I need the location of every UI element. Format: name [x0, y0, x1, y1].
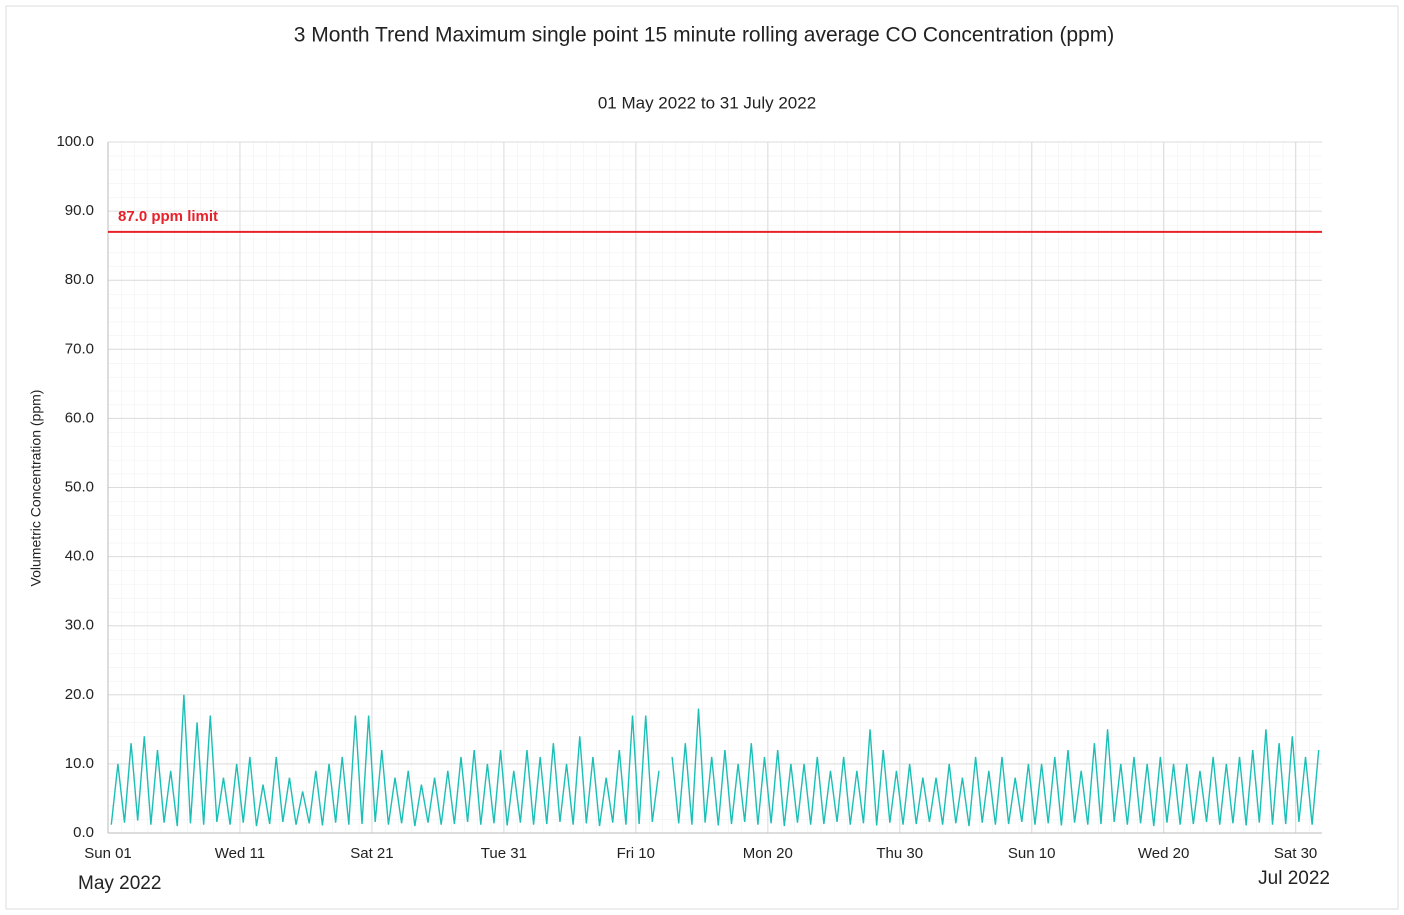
y-tick-label: 50.0 — [65, 478, 94, 495]
y-tick-label: 60.0 — [65, 409, 94, 426]
chart-title: 3 Month Trend Maximum single point 15 mi… — [294, 24, 1115, 47]
x-tick-label: Sat 30 — [1274, 845, 1317, 862]
data-line — [110, 694, 1320, 827]
y-tick-label: 40.0 — [65, 548, 94, 565]
x-tick-label: Wed 11 — [215, 845, 265, 862]
x-period-label: Jul 2022 — [1258, 868, 1330, 889]
y-tick-label: 20.0 — [65, 686, 94, 703]
x-tick-label: Sun 01 — [84, 845, 132, 862]
y-tick-label: 30.0 — [65, 617, 94, 634]
chart-subtitle: 01 May 2022 to 31 July 2022 — [598, 93, 816, 112]
x-period-label: May 2022 — [78, 873, 161, 894]
x-tick-label: Sun 10 — [1008, 845, 1056, 862]
y-tick-label: 80.0 — [65, 271, 94, 288]
x-tick-label: Thu 30 — [876, 845, 923, 862]
x-tick-label: Tue 31 — [481, 845, 527, 862]
y-tick-label: 0.0 — [73, 824, 94, 841]
x-tick-label: Fri 10 — [617, 845, 655, 862]
x-tick-label: Mon 20 — [743, 845, 793, 862]
x-tick-label: Wed 20 — [1138, 845, 1189, 862]
y-tick-label: 10.0 — [65, 755, 94, 772]
y-axis-label: Volumetric Concentration (ppm) — [28, 390, 44, 587]
y-tick-label: 90.0 — [65, 202, 94, 219]
x-tick-label: Sat 21 — [350, 845, 393, 862]
limit-label: 87.0 ppm limit — [118, 208, 218, 225]
y-tick-label: 70.0 — [65, 340, 94, 357]
y-tick-label: 100.0 — [56, 133, 94, 150]
